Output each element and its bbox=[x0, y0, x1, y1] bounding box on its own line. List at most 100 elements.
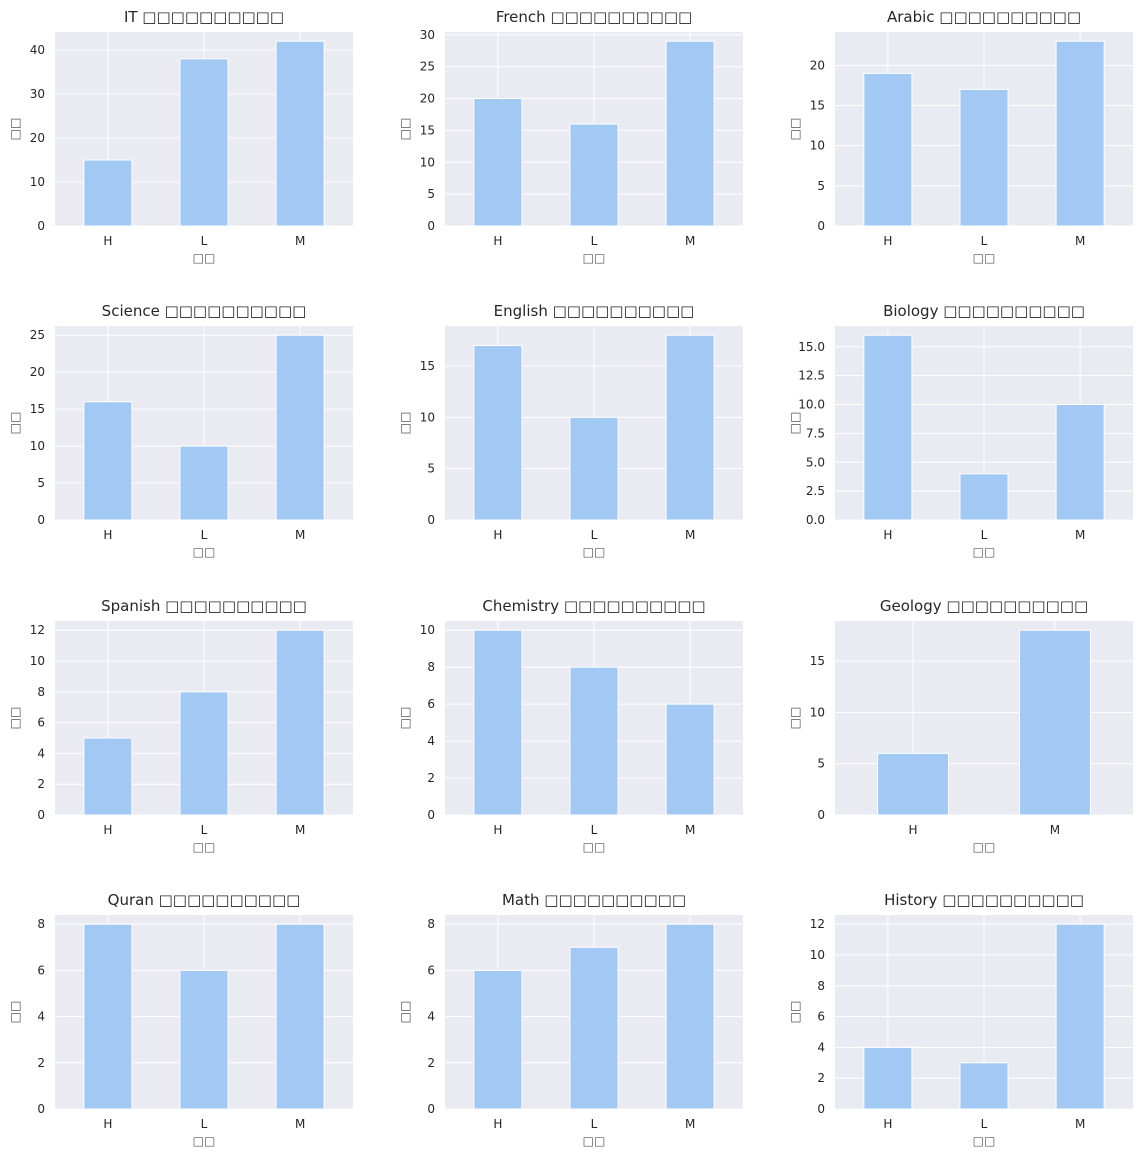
y-tick-label: 5.0 bbox=[806, 455, 825, 469]
y-axis-label: □□ bbox=[398, 118, 412, 141]
bar-M bbox=[1018, 629, 1091, 816]
y-tick-label: 12 bbox=[30, 623, 45, 637]
x-tick-label: L bbox=[981, 234, 988, 248]
y-axis-label: □□ bbox=[788, 412, 802, 435]
x-axis-label: □□ bbox=[973, 545, 996, 559]
bar-L bbox=[179, 691, 229, 816]
bar-chart: 0 2 4 6 8 H L M Math □□□□□□□□□□ □□ □□ bbox=[398, 891, 743, 1148]
x-tick-label: H bbox=[883, 528, 892, 542]
bar-H bbox=[473, 969, 523, 1110]
x-tick-label: M bbox=[295, 234, 305, 248]
y-tick-label: 4 bbox=[37, 1010, 45, 1024]
y-tick-label: 20 bbox=[30, 365, 45, 379]
chart-title: History □□□□□□□□□□ bbox=[884, 891, 1084, 909]
chart-panel-4: 0 5 10 15 20 25 H L M Science □□□□□□□□□□ □□ □□ bbox=[5, 296, 363, 560]
bar-H bbox=[83, 159, 133, 227]
bar-H bbox=[83, 737, 133, 816]
y-tick-label: 8 bbox=[427, 917, 435, 931]
y-tick-label: 0 bbox=[37, 1102, 45, 1116]
x-tick-label: L bbox=[981, 1117, 988, 1131]
x-axis-label: □□ bbox=[193, 840, 216, 854]
x-tick-label: M bbox=[1075, 1117, 1085, 1131]
y-tick-label: 4 bbox=[37, 746, 45, 760]
y-tick-label: 15 bbox=[810, 99, 825, 113]
y-tick-label: 8 bbox=[427, 660, 435, 674]
bar-chart: 0 5 10 15 H L M English □□□□□□□□□□ □□ □□ bbox=[398, 302, 743, 559]
y-tick-label: 5 bbox=[37, 476, 45, 490]
bar-L bbox=[179, 445, 229, 521]
y-tick-label: 15 bbox=[420, 359, 435, 373]
chart-panel-10: 0 2 4 6 8 H L M Quran □□□□□□□□□□ □□ □□ bbox=[5, 885, 363, 1149]
x-axis-label: □□ bbox=[193, 251, 216, 265]
y-tick-label: 0.0 bbox=[806, 513, 825, 527]
y-tick-label: 30 bbox=[420, 28, 435, 42]
bar-M bbox=[275, 923, 325, 1110]
bar-L bbox=[179, 58, 229, 227]
x-axis-label: □□ bbox=[583, 545, 606, 559]
y-tick-label: 15.0 bbox=[798, 340, 825, 354]
bar-chart: 0 2 4 6 8 10 12 H L M Spanish □□□□□□□□□□ □□ □□ bbox=[8, 597, 353, 854]
y-axis-label: □□ bbox=[8, 1001, 22, 1024]
bar-M bbox=[275, 629, 325, 816]
y-axis-label: □□ bbox=[8, 412, 22, 435]
y-tick-label: 10 bbox=[30, 439, 45, 453]
bar-M bbox=[275, 334, 325, 521]
bar-chart: 0 2 4 6 8 10 12 H L M History □□□□□□□□□□ □□ □□ bbox=[788, 891, 1133, 1148]
y-tick-label: 5 bbox=[817, 757, 825, 771]
bar-H bbox=[863, 72, 913, 227]
x-tick-label: H bbox=[883, 234, 892, 248]
y-tick-label: 10 bbox=[30, 654, 45, 668]
y-axis-label: □□ bbox=[398, 707, 412, 730]
x-tick-label: M bbox=[295, 528, 305, 542]
x-axis-label: □□ bbox=[973, 840, 996, 854]
x-tick-label: M bbox=[1050, 823, 1060, 837]
bar-L bbox=[959, 473, 1009, 521]
x-tick-label: L bbox=[201, 823, 208, 837]
bar-H bbox=[473, 345, 523, 521]
y-tick-label: 30 bbox=[30, 87, 45, 101]
chart-panel-2: 0 5 10 15 20 25 30 H L M French □□□□□□□□□□ □□ □□ bbox=[395, 2, 753, 266]
y-tick-label: 10 bbox=[810, 948, 825, 962]
y-tick-label: 2.5 bbox=[806, 484, 825, 498]
y-axis-label: □□ bbox=[398, 1001, 412, 1024]
y-axis-label: □□ bbox=[788, 118, 802, 141]
bar-chart: 0.0 2.5 5.0 7.5 10.0 12.5 15.0 H L M Biology □□□□□… bbox=[788, 302, 1133, 559]
bar-L bbox=[569, 946, 619, 1110]
bar-chart: 0 10 20 30 40 H L M IT □□□□□□□□□□ □□ □□ bbox=[8, 8, 353, 265]
chart-title: Quran □□□□□□□□□□ bbox=[108, 891, 301, 909]
y-tick-label: 6 bbox=[37, 963, 45, 977]
x-axis-label: □□ bbox=[193, 545, 216, 559]
chart-panel-9: 0 5 10 15 H M Geology □□□□□□□□□□ □□ □□ bbox=[785, 591, 1142, 855]
x-axis-label: □□ bbox=[583, 840, 606, 854]
y-tick-label: 10 bbox=[420, 410, 435, 424]
bar-H bbox=[473, 98, 523, 227]
bar-M bbox=[665, 334, 715, 521]
chart-title: Math □□□□□□□□□□ bbox=[502, 891, 686, 909]
x-axis-label: □□ bbox=[583, 1134, 606, 1148]
x-tick-label: H bbox=[493, 823, 502, 837]
y-axis-label: □□ bbox=[8, 118, 22, 141]
bar-M bbox=[1055, 40, 1105, 227]
chart-title: Science □□□□□□□□□□ bbox=[102, 302, 307, 320]
y-tick-label: 12 bbox=[810, 917, 825, 931]
x-tick-label: H bbox=[103, 528, 112, 542]
bar-M bbox=[665, 703, 715, 816]
x-tick-label: L bbox=[591, 1117, 598, 1131]
x-tick-label: H bbox=[493, 1117, 502, 1131]
y-tick-label: 4 bbox=[817, 1040, 825, 1054]
y-tick-label: 0 bbox=[817, 219, 825, 233]
chart-panel-6: 0.0 2.5 5.0 7.5 10.0 12.5 15.0 H L M Biology □□□□□… bbox=[785, 296, 1142, 560]
x-tick-label: M bbox=[685, 823, 695, 837]
chart-title: Arabic □□□□□□□□□□ bbox=[887, 8, 1081, 26]
bar-M bbox=[1055, 923, 1105, 1110]
x-tick-label: H bbox=[909, 823, 918, 837]
chart-panel-11: 0 2 4 6 8 H L M Math □□□□□□□□□□ □□ □□ bbox=[395, 885, 753, 1149]
y-tick-label: 25 bbox=[30, 328, 45, 342]
x-axis-label: □□ bbox=[973, 1134, 996, 1148]
chart-title: English □□□□□□□□□□ bbox=[494, 302, 695, 320]
bar-H bbox=[877, 752, 950, 816]
y-tick-label: 10 bbox=[420, 155, 435, 169]
chart-panel-3: 0 5 10 15 20 H L M Arabic □□□□□□□□□□ □□ □□ bbox=[785, 2, 1142, 266]
y-tick-label: 5 bbox=[427, 462, 435, 476]
